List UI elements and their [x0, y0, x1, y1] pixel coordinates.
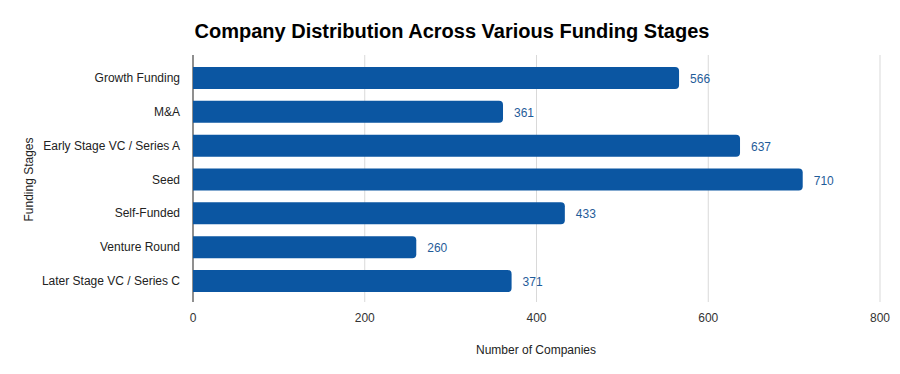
grid-line	[880, 55, 881, 302]
grid	[193, 55, 880, 302]
x-tick-label: 0	[190, 311, 197, 325]
y-axis-title: Funding Stages	[22, 137, 36, 221]
y-tick-label: Seed	[152, 173, 180, 187]
bars	[193, 67, 803, 292]
data-label: 433	[576, 207, 596, 221]
data-label: 637	[751, 140, 771, 154]
y-tick-label: Later Stage VC / Series C	[42, 274, 180, 288]
data-label: 710	[814, 174, 834, 188]
bar	[193, 236, 416, 258]
y-tick-label: M&A	[154, 105, 180, 119]
x-tick-label: 800	[870, 311, 890, 325]
data-label: 371	[523, 275, 543, 289]
y-tick-label: Growth Funding	[95, 71, 180, 85]
data-label: 260	[427, 241, 447, 255]
data-label: 566	[690, 72, 710, 86]
bar	[193, 202, 565, 224]
y-tick-label: Self-Funded	[115, 206, 180, 220]
y-tick-label: Early Stage VC / Series A	[43, 139, 180, 153]
bar	[193, 270, 512, 292]
chart-container: Company Distribution Across Various Fund…	[0, 0, 900, 374]
x-axis-title: Number of Companies	[476, 343, 596, 357]
chart-title: Company Distribution Across Various Fund…	[195, 20, 710, 42]
x-tick-label: 600	[698, 311, 718, 325]
chart-svg: Company Distribution Across Various Fund…	[0, 0, 900, 374]
data-label: 361	[514, 106, 534, 120]
x-tick-label: 400	[526, 311, 546, 325]
x-tick-label: 200	[355, 311, 375, 325]
bar	[193, 135, 740, 157]
bar	[193, 101, 503, 123]
y-tick-label: Venture Round	[100, 240, 180, 254]
bar	[193, 67, 679, 89]
bar	[193, 168, 803, 190]
